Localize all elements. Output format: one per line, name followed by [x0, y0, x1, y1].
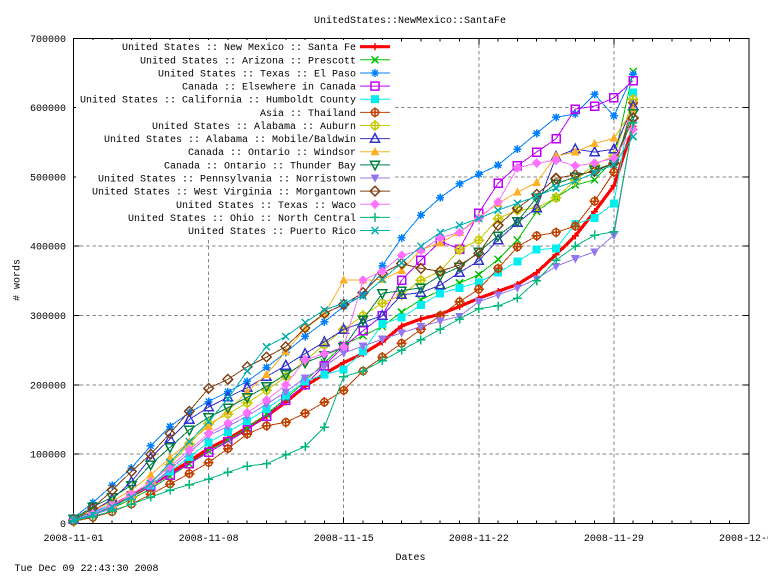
svg-text:# words: # words: [12, 259, 24, 301]
svg-text:Canada :: Elsewhere in Canada: Canada :: Elsewhere in Canada: [182, 82, 356, 94]
svg-text:0: 0: [60, 520, 66, 531]
svg-text:500000: 500000: [30, 173, 66, 184]
svg-text:United States :: Alabama :: Mo: United States :: Alabama :: Mobile/Baldw…: [104, 134, 356, 146]
svg-text:2008-11-15: 2008-11-15: [314, 534, 374, 545]
svg-text:600000: 600000: [30, 104, 66, 115]
svg-text:United States :: Texas :: Waco: United States :: Texas :: Waco: [176, 200, 356, 212]
svg-text:United States :: Alabama :: Au: United States :: Alabama :: Auburn: [152, 121, 356, 133]
svg-text:UnitedStates::NewMexico::Santa: UnitedStates::NewMexico::SantaFe: [314, 15, 506, 27]
svg-text:United States :: Puerto Rico: United States :: Puerto Rico: [188, 226, 356, 238]
svg-text:2008-11-08: 2008-11-08: [179, 534, 239, 545]
svg-text:Canada :: Ontario :: Windsor: Canada :: Ontario :: Windsor: [188, 147, 356, 159]
svg-text:United States :: West Virginia: United States :: West Virginia :: Morgan…: [92, 187, 356, 199]
svg-text:300000: 300000: [30, 312, 66, 323]
svg-text:2008-11-29: 2008-11-29: [584, 534, 644, 545]
svg-text:700000: 700000: [30, 35, 66, 46]
svg-text:400000: 400000: [30, 243, 66, 254]
svg-text:2008-11-01: 2008-11-01: [43, 534, 103, 545]
svg-text:United States :: Arizona :: Pr: United States :: Arizona :: Prescott: [140, 55, 356, 67]
svg-text:2008-11-22: 2008-11-22: [449, 534, 509, 545]
svg-text:Tue Dec 09 22:43:30 2008: Tue Dec 09 22:43:30 2008: [15, 564, 159, 575]
svg-text:200000: 200000: [30, 381, 66, 392]
svg-text:United States :: New Mexico ::: United States :: New Mexico :: Santa Fe: [122, 42, 356, 54]
svg-text:Asia :: Thailand: Asia :: Thailand: [260, 108, 356, 120]
svg-text:United States :: Ohio :: North: United States :: Ohio :: North Central: [128, 213, 356, 225]
svg-text:Dates: Dates: [395, 553, 425, 564]
svg-text:Canada :: Ontario :: Thunder B: Canada :: Ontario :: Thunder Bay: [164, 160, 356, 172]
svg-text:United States :: Texas :: El P: United States :: Texas :: El Paso: [158, 69, 356, 81]
svg-text:United States :: California ::: United States :: California :: Humboldt …: [80, 95, 356, 107]
svg-text:2008-12-06: 2008-12-06: [719, 534, 768, 545]
svg-text:United States :: Pennsylvania: United States :: Pennsylvania :: Norrist…: [98, 174, 356, 186]
svg-text:100000: 100000: [30, 451, 66, 462]
